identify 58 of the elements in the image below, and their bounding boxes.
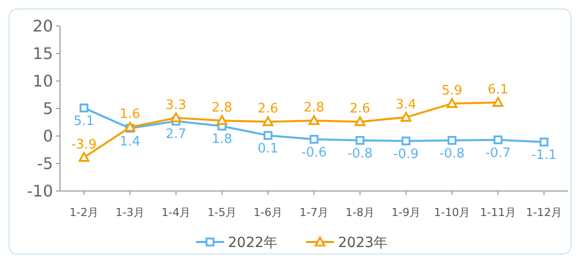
point	[310, 134, 318, 144]
data-label: 2.7	[166, 127, 186, 142]
x-tick-label: 1-12月	[526, 206, 562, 219]
x-tick-label: 1-10月	[434, 206, 470, 219]
legend-label: 2022年	[228, 234, 278, 251]
data-label: 6.1	[488, 82, 508, 98]
legend-label: 2023年	[338, 234, 388, 251]
point	[216, 115, 228, 125]
point	[400, 112, 412, 122]
point	[80, 104, 88, 112]
point	[448, 136, 456, 145]
point	[356, 136, 364, 145]
data-label: -0.6	[301, 145, 327, 160]
y-tick-label: 10	[32, 72, 53, 91]
data-label: -3.9	[71, 137, 97, 152]
point	[540, 138, 548, 146]
x-tick-label: 1-7月	[300, 206, 328, 219]
data-label: 3.4	[396, 97, 416, 112]
point	[494, 135, 502, 144]
data-label: -0.9	[393, 146, 419, 162]
point	[446, 98, 458, 108]
y-tick-label: 5	[42, 99, 53, 118]
y-tick-label: 20	[32, 16, 53, 36]
x-tick-label: 1-2月	[70, 206, 98, 219]
point	[308, 115, 320, 125]
x-tick-label: 1-4月	[162, 206, 190, 219]
data-label: 1.4	[120, 134, 140, 150]
y-tick-label: -5	[37, 154, 53, 174]
x-tick-label: 1-8月	[346, 206, 374, 219]
x-tick-label: 1-3月	[116, 206, 144, 219]
data-label: 5.9	[442, 84, 462, 99]
data-label: 1.8	[212, 132, 232, 148]
data-label: -0.8	[347, 146, 373, 162]
data-label: 2.6	[350, 102, 370, 117]
y-tick-label: -10	[26, 182, 53, 201]
point	[262, 116, 274, 126]
x-tick-label: 1-6月	[254, 206, 282, 219]
point	[402, 136, 410, 146]
point	[492, 97, 504, 107]
x-tick-label: 1-9月	[392, 206, 420, 219]
data-label: 2.8	[304, 100, 324, 116]
y-tick-label: 15	[32, 44, 53, 64]
data-label: -0.7	[485, 146, 511, 161]
x-tick-label: 1-5月	[208, 206, 236, 219]
point	[354, 116, 366, 126]
data-label: 2.8	[212, 100, 232, 116]
point	[78, 152, 90, 162]
data-label: -1.1	[531, 148, 557, 164]
data-label: 5.1	[74, 114, 94, 129]
y-tick-label: 0	[42, 126, 53, 146]
data-label: 2.6	[258, 102, 278, 117]
data-label: 0.1	[258, 141, 278, 156]
data-label: 1.6	[120, 107, 140, 122]
data-label: -0.8	[439, 146, 465, 162]
point	[170, 112, 182, 122]
point	[264, 131, 272, 140]
x-tick-label: 1-11月	[480, 206, 516, 219]
data-label: 3.3	[166, 98, 186, 113]
